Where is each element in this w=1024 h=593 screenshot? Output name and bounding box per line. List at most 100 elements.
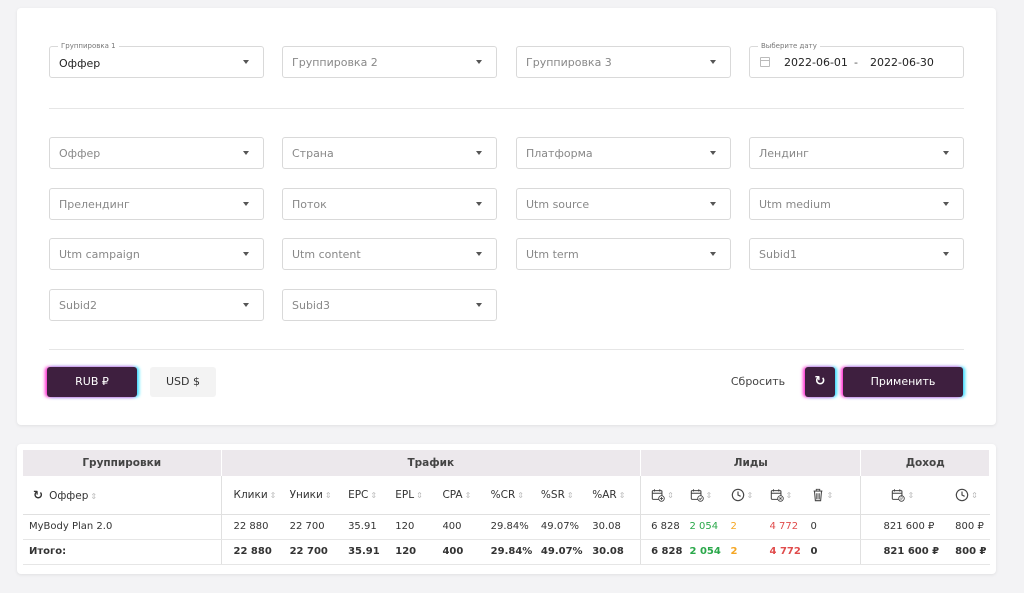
- table-total-row: Итого: 22 880 22 700 35.91 120 400 29.84…: [23, 539, 990, 565]
- col-epc[interactable]: EPC ⇕: [342, 476, 390, 515]
- col-sr[interactable]: %SR ⇕: [534, 476, 587, 515]
- filter-prelanding-select[interactable]: Прелендинг: [49, 188, 264, 220]
- filter-placeholder: Поток: [292, 198, 327, 211]
- trash-icon: [813, 488, 822, 501]
- filter-placeholder: Utm term: [526, 248, 579, 261]
- col-epl-label: EPL: [395, 488, 415, 501]
- col-income-approved[interactable]: ₽ ⇕: [860, 476, 942, 515]
- grouping-1-value: Оффер: [59, 57, 101, 70]
- col-uniques[interactable]: Уники ⇕: [283, 476, 343, 515]
- filter-utm-campaign-select[interactable]: Utm campaign: [49, 238, 264, 270]
- cell-epl: 120: [389, 514, 437, 540]
- chevron-down-icon: [943, 252, 949, 256]
- group-header-traffic: Трафик: [221, 450, 642, 476]
- cell-leads-hold: 2: [724, 514, 764, 540]
- cell-leads-approved: 2 054: [683, 539, 725, 565]
- chevron-down-icon: [476, 303, 482, 307]
- group-header-leads: Лиды: [640, 450, 862, 476]
- calendar-money-icon: ₽: [892, 489, 906, 502]
- date-range-picker[interactable]: Выберите дату 2022-06-01 - 2022-06-30: [749, 42, 964, 78]
- filter-utm-term-select[interactable]: Utm term: [516, 238, 731, 270]
- col-leads-rejected[interactable]: ⇕: [763, 476, 805, 515]
- filter-placeholder: Utm source: [526, 198, 590, 211]
- cell-ar: 30.08: [586, 514, 642, 540]
- grouping-3-select[interactable]: Группировка 3: [516, 46, 731, 78]
- filter-placeholder: Лендинг: [759, 147, 809, 160]
- sort-icon: ⇕: [705, 490, 713, 500]
- filter-landing-select[interactable]: Лендинг: [749, 137, 964, 169]
- sort-icon: ⇕: [667, 490, 674, 500]
- chevron-down-icon: [476, 202, 482, 206]
- chevron-down-icon: [710, 60, 716, 64]
- sort-icon: ⇕: [971, 490, 978, 500]
- col-cpa-label: CPA: [442, 488, 463, 501]
- col-leads-total[interactable]: ⇕: [640, 476, 684, 515]
- col-income-hold[interactable]: ⇕: [941, 476, 990, 515]
- filter-subid3-select[interactable]: Subid3: [282, 289, 497, 321]
- chevron-down-icon: [943, 151, 949, 155]
- apply-button[interactable]: Применить: [843, 367, 963, 397]
- col-cr[interactable]: %CR ⇕: [484, 476, 535, 515]
- grouping-1-select[interactable]: Группировка 1 Оффер: [49, 42, 264, 78]
- cell-uniques: 22 700: [283, 539, 343, 565]
- refresh-button[interactable]: ↻: [805, 367, 835, 397]
- filter-offer-select[interactable]: Оффер: [49, 137, 264, 169]
- col-leads-approved[interactable]: ⇕: [683, 476, 725, 515]
- chevron-down-icon: [476, 151, 482, 155]
- grouping-2-select[interactable]: Группировка 2: [282, 46, 497, 78]
- col-clicks[interactable]: Клики ⇕: [221, 476, 284, 515]
- col-ar[interactable]: %AR ⇕: [586, 476, 642, 515]
- cell-leads-hold: 2: [724, 539, 764, 565]
- cell-leads-rejected: 4 772: [763, 539, 805, 565]
- filter-placeholder: Utm campaign: [59, 248, 140, 261]
- col-epc-label: EPC: [348, 488, 369, 501]
- divider: [49, 349, 964, 350]
- date-to[interactable]: 2022-06-30: [870, 56, 934, 69]
- col-leads-trash[interactable]: ⇕: [804, 476, 862, 515]
- filter-placeholder: Страна: [292, 147, 334, 160]
- currency-rub-button[interactable]: RUB ₽: [47, 367, 137, 397]
- chevron-down-icon: [710, 151, 716, 155]
- col-ar-label: %AR: [592, 488, 617, 501]
- cell-cpa: 400: [436, 514, 485, 540]
- cell-sr: 49.07%: [534, 539, 587, 565]
- calendar-x-icon: [770, 489, 784, 502]
- filter-placeholder: Оффер: [59, 147, 101, 160]
- cell-offer-name: MyBody Plan 2.0: [23, 514, 222, 540]
- filter-utm-content-select[interactable]: Utm content: [282, 238, 497, 270]
- col-epl[interactable]: EPL ⇕: [389, 476, 437, 515]
- cell-epl: 120: [389, 539, 437, 565]
- sort-icon: ⇕: [785, 490, 793, 500]
- filters-card: Группировка 1 Оффер Группировка 2 Группи…: [17, 8, 996, 425]
- filter-subid1-select[interactable]: Subid1: [749, 238, 964, 270]
- col-cpa[interactable]: CPA ⇕: [436, 476, 485, 515]
- filter-utm-source-select[interactable]: Utm source: [516, 188, 731, 220]
- stats-table: Группировки Трафик Лиды Доход ↻ Оффер ⇕ Кл…: [23, 450, 990, 565]
- reset-button[interactable]: Сбросить: [730, 375, 786, 388]
- chevron-down-icon: [243, 303, 249, 307]
- cell-leads-total: 6 828: [640, 539, 684, 565]
- cell-leads-rejected: 4 772: [763, 514, 805, 540]
- sort-icon: ⇕: [269, 490, 277, 500]
- refresh-icon[interactable]: ↻: [33, 487, 44, 502]
- filter-utm-medium-select[interactable]: Utm medium: [749, 188, 964, 220]
- grouping-1-label: Группировка 1: [58, 42, 119, 50]
- filter-country-select[interactable]: Страна: [282, 137, 497, 169]
- cell-sr: 49.07%: [534, 514, 587, 540]
- col-leads-hold[interactable]: ⇕: [724, 476, 764, 515]
- calendar-plus-icon: [651, 489, 665, 502]
- sort-icon: ⇕: [416, 490, 423, 500]
- filter-subid2-select[interactable]: Subid2: [49, 289, 264, 321]
- divider: [49, 108, 964, 109]
- filter-placeholder: Прелендинг: [59, 198, 130, 211]
- table-row: MyBody Plan 2.0 22 880 22 700 35.91 120 …: [23, 514, 990, 540]
- chevron-down-icon: [243, 252, 249, 256]
- cell-epc: 35.91: [342, 539, 390, 565]
- col-offer[interactable]: ↻ Оффер ⇕: [23, 476, 222, 515]
- date-from[interactable]: 2022-06-01: [784, 56, 848, 69]
- cell-cpa: 400: [436, 539, 485, 565]
- filter-stream-select[interactable]: Поток: [282, 188, 497, 220]
- sort-icon: ⇕: [618, 490, 626, 500]
- currency-usd-button[interactable]: USD $: [150, 367, 216, 397]
- filter-platform-select[interactable]: Платформа: [516, 137, 731, 169]
